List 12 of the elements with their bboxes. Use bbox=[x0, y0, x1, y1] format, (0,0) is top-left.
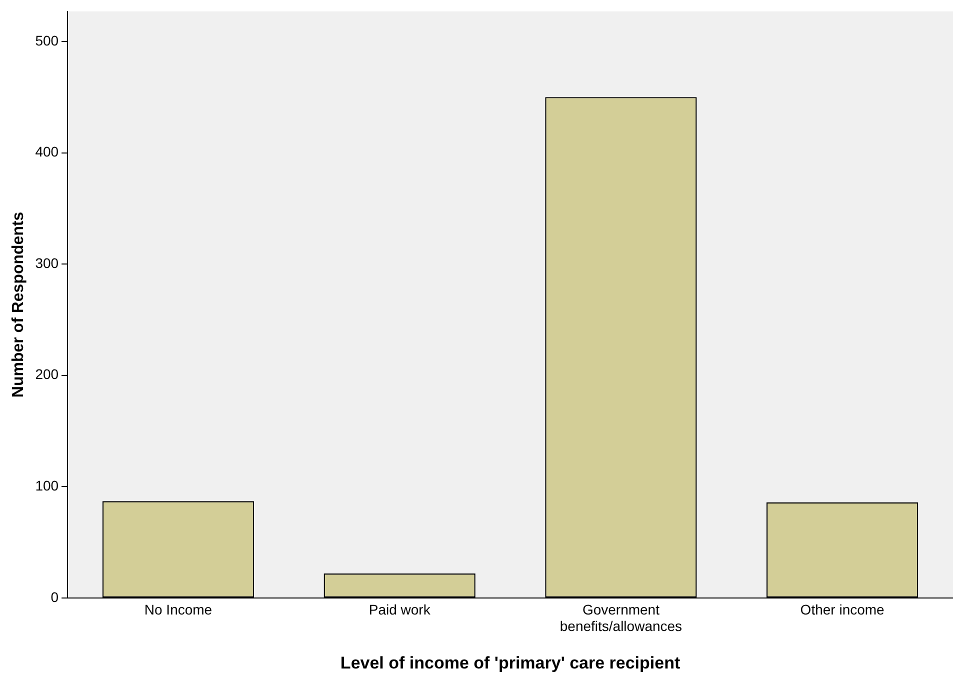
x-tick-label: Paid work bbox=[368, 601, 432, 618]
x-axis-title: Level of income of 'primary' care recipient bbox=[340, 653, 680, 672]
y-tick-label: 0 bbox=[50, 588, 59, 605]
y-tick-label: 300 bbox=[35, 254, 59, 271]
y-tick-label: 400 bbox=[35, 144, 59, 160]
y-axis-title: Number of Respondents bbox=[10, 212, 28, 398]
x-tick-label: Other income bbox=[800, 601, 885, 618]
x-tick-label: No Income bbox=[144, 601, 212, 618]
y-tick-label: 100 bbox=[35, 478, 59, 494]
y-tick-label: 200 bbox=[35, 366, 59, 382]
x-tick-label: Government benefits/allowances bbox=[560, 601, 682, 634]
y-tick-label: 500 bbox=[35, 32, 59, 48]
